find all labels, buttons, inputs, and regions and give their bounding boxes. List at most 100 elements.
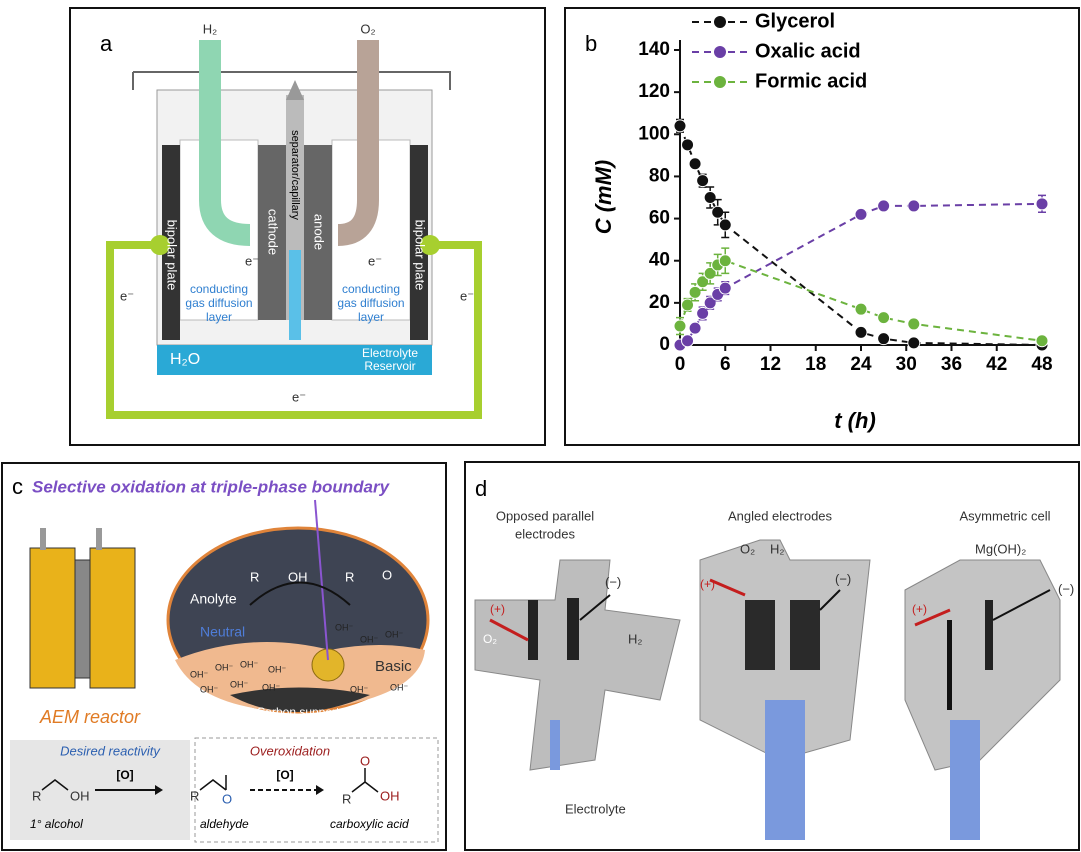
legend-marker bbox=[714, 46, 726, 58]
y-tick-label: 80 bbox=[649, 165, 670, 186]
polarity: (+) bbox=[490, 602, 505, 616]
electrode bbox=[947, 620, 952, 710]
electrode bbox=[567, 598, 579, 660]
x-tick-label: 12 bbox=[760, 354, 781, 375]
compound-label: 1° alcohol bbox=[30, 817, 83, 831]
polarity: (−) bbox=[835, 571, 851, 586]
water-label: H₂O bbox=[170, 351, 200, 368]
electron: e⁻ bbox=[245, 253, 259, 268]
legend-label: Oxalic acid bbox=[755, 40, 861, 62]
panel-title: Selective oxidation at triple-phase boun… bbox=[32, 477, 391, 496]
data-point bbox=[689, 286, 701, 298]
hydroxide: OH⁻ bbox=[200, 684, 219, 694]
group: O bbox=[360, 753, 370, 768]
data-point bbox=[682, 139, 694, 151]
data-point bbox=[682, 335, 694, 347]
y-tick-label: 40 bbox=[649, 250, 670, 271]
data-point bbox=[697, 175, 709, 187]
plate-label: bipolar plate bbox=[165, 220, 180, 291]
bolt bbox=[96, 528, 102, 550]
hydroxide: OH⁻ bbox=[262, 682, 281, 692]
electron: e⁻ bbox=[460, 288, 474, 303]
data-point bbox=[719, 255, 731, 267]
channel bbox=[475, 560, 680, 770]
legend-marker bbox=[714, 16, 726, 28]
reactor-plate bbox=[90, 548, 135, 688]
y-tick-label: 0 bbox=[659, 334, 670, 355]
panel-label: b bbox=[585, 31, 597, 56]
hydroxide: OH⁻ bbox=[190, 669, 209, 679]
basic-label: Basic bbox=[375, 658, 412, 675]
data-point bbox=[689, 322, 701, 334]
data-point bbox=[719, 219, 731, 231]
data-point bbox=[689, 158, 701, 170]
config-title: electrodes bbox=[515, 526, 575, 541]
electron: e⁻ bbox=[292, 389, 306, 404]
group: R bbox=[32, 788, 41, 803]
gas-label: H₂ bbox=[203, 21, 217, 36]
hydroxide: OH⁻ bbox=[215, 662, 234, 672]
group: OH bbox=[380, 788, 400, 803]
data-point bbox=[855, 303, 867, 315]
scheme-label: Overoxidation bbox=[250, 743, 330, 758]
reactor-label: AEM reactor bbox=[39, 707, 141, 727]
anolyte-label: Anolyte bbox=[190, 591, 237, 607]
electrode-label: cathode bbox=[266, 209, 281, 255]
channel bbox=[905, 560, 1060, 770]
data-point bbox=[1036, 335, 1048, 347]
frame-wire bbox=[133, 72, 450, 90]
gas-label: H₂ bbox=[628, 631, 642, 646]
data-point bbox=[878, 312, 890, 324]
panel-b: b t (h) C (mM) 0204060801001201400612182… bbox=[565, 8, 1079, 445]
data-point bbox=[704, 192, 716, 204]
panel-label: a bbox=[100, 31, 113, 56]
electron: e⁻ bbox=[120, 288, 134, 303]
gdl-label: gas diffusion bbox=[185, 296, 252, 310]
group: R bbox=[345, 569, 354, 584]
group: OH bbox=[288, 569, 308, 584]
x-tick-label: 6 bbox=[720, 354, 731, 375]
electron: e⁻ bbox=[368, 253, 382, 268]
data-point bbox=[674, 320, 686, 332]
oxidant: [O] bbox=[276, 768, 293, 782]
arrow-head bbox=[316, 785, 324, 795]
separator-label: separator/capillary bbox=[289, 130, 301, 220]
electrode bbox=[528, 600, 538, 660]
scheme-label: Desired reactivity bbox=[60, 743, 161, 758]
neutral-label: Neutral bbox=[200, 624, 245, 640]
hydroxide: OH⁻ bbox=[230, 679, 249, 689]
x-tick-label: 48 bbox=[1031, 354, 1052, 375]
reactor-membrane bbox=[75, 560, 90, 678]
gdl-label: layer bbox=[358, 310, 384, 324]
oxidant: [O] bbox=[116, 768, 133, 782]
legend-label: Glycerol bbox=[755, 10, 835, 32]
data-point bbox=[878, 333, 890, 345]
gas-label: H₂ bbox=[770, 541, 784, 556]
hydroxide: OH⁻ bbox=[390, 682, 409, 692]
hydroxide: OH⁻ bbox=[360, 634, 379, 644]
panel-a: a H₂ O₂ bipolar plate bipolar plate cath… bbox=[70, 8, 545, 445]
electrode bbox=[745, 600, 775, 670]
hydroxide: OH⁻ bbox=[335, 622, 354, 632]
x-tick-label: 36 bbox=[941, 354, 962, 375]
gdl-label: conducting bbox=[342, 282, 400, 296]
y-tick-label: 60 bbox=[649, 208, 670, 229]
panel-label: d bbox=[475, 476, 487, 501]
hydroxide: OH⁻ bbox=[385, 629, 404, 639]
hydroxide: OH⁻ bbox=[240, 659, 259, 669]
y-axis-title: C (mM) bbox=[591, 160, 616, 235]
gdl-label: layer bbox=[206, 310, 232, 324]
gas-label: O₂ bbox=[360, 21, 375, 36]
compound-label: aldehyde bbox=[200, 817, 249, 831]
x-tick-label: 24 bbox=[850, 354, 872, 375]
config-title: Opposed parallel bbox=[496, 508, 594, 523]
gdl-label: gas diffusion bbox=[337, 296, 404, 310]
reactor-plate bbox=[30, 548, 75, 688]
data-point bbox=[908, 200, 920, 212]
polarity: (−) bbox=[605, 574, 621, 589]
group: O bbox=[222, 791, 232, 806]
support-label: Carbon support bbox=[257, 705, 340, 719]
y-tick-label: 20 bbox=[649, 292, 670, 313]
compound-label: carboxylic acid bbox=[330, 817, 409, 831]
gdl-label: conducting bbox=[190, 282, 248, 296]
